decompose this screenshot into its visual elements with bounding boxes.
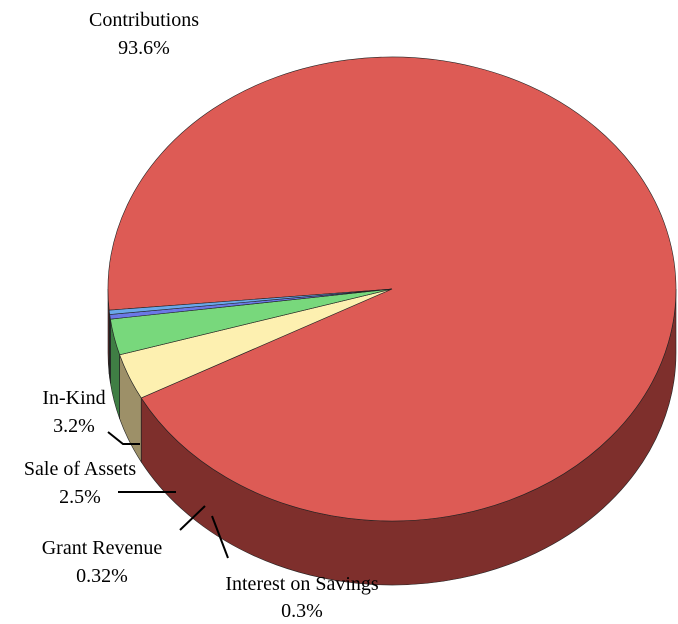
slice-labels: Contributions 93.6% In-Kind 3.2% Sale of… [24,9,379,622]
leader-lines [107,431,229,559]
label-in-kind-name: In-Kind [42,387,105,409]
label-in-kind-value: 3.2% [53,415,95,437]
pie-tops [107,56,677,522]
leader-line-in-kind [107,431,140,445]
label-grant-revenue-name: Grant Revenue [42,537,163,559]
leader-line-grant-revenue [179,505,206,531]
pie-sides [107,288,677,586]
label-contributions-name: Contributions [89,9,199,31]
label-grant-revenue-value: 0.32% [76,565,128,587]
label-interest-name: Interest on Savings [225,573,379,595]
label-sale-of-assets-value: 2.5% [59,486,101,508]
leader-line-interest [211,515,229,559]
label-interest-value: 0.3% [281,600,323,622]
slice-interest-on-savings [108,288,393,315]
label-sale-of-assets-name: Sale of Assets [24,458,136,480]
label-contributions-value: 93.6% [118,37,170,59]
